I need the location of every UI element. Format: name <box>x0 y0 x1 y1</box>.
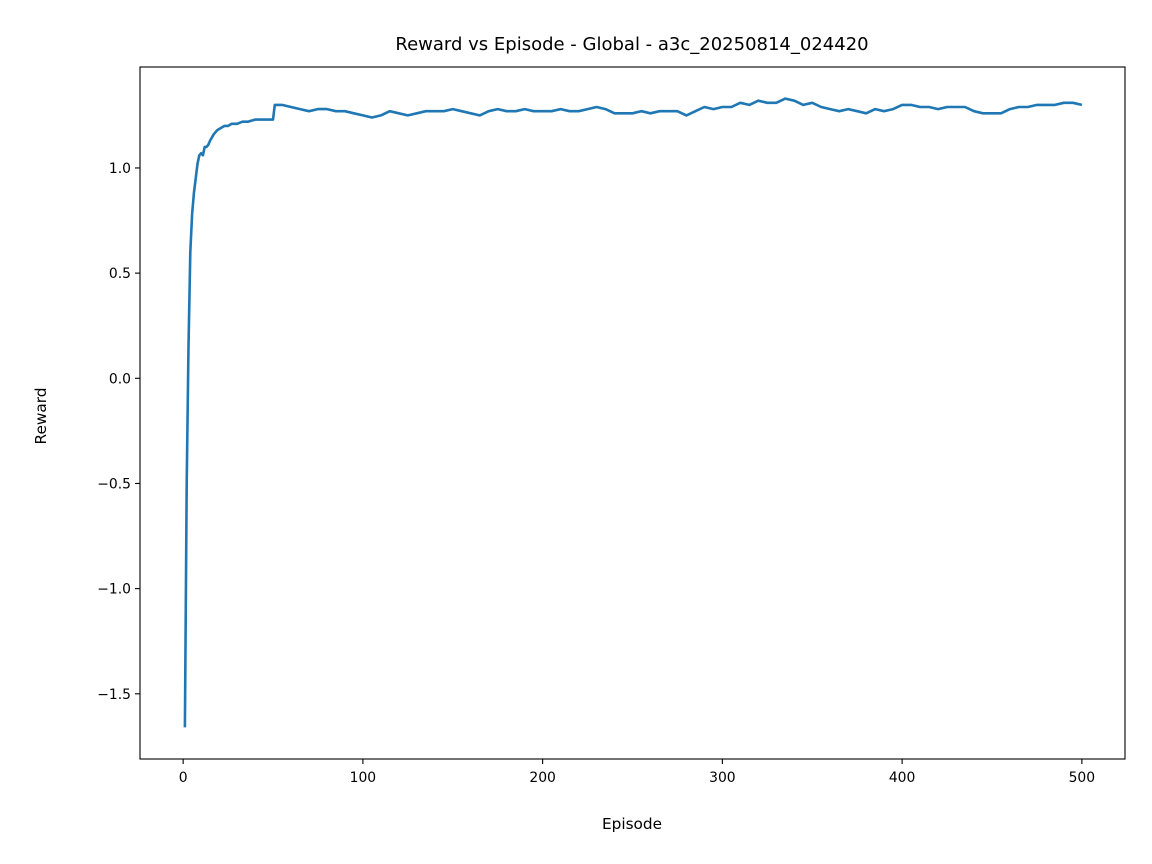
x-tick-label: 400 <box>889 770 916 786</box>
x-tick-label: 300 <box>709 770 736 786</box>
plot-frame <box>139 66 1126 760</box>
x-tick-label: 500 <box>1069 770 1096 786</box>
chart-title: Reward vs Episode - Global - a3c_2025081… <box>395 34 868 55</box>
y-tick-label: −1.0 <box>97 582 131 598</box>
x-tick-label: 200 <box>529 770 556 786</box>
x-tick-label: 100 <box>350 770 377 786</box>
x-tick-label: 0 <box>179 770 188 786</box>
y-tick-label: 1.0 <box>109 161 131 177</box>
y-tick-label: −1.5 <box>97 687 131 703</box>
axis-ticks: 0 100 200 300 400 500 −1.5 −1.0 −0.5 0.0 0.5 1.0 <box>97 161 1095 786</box>
x-axis-label: Episode <box>602 815 662 833</box>
y-axis-label: Reward <box>32 388 50 445</box>
y-tick-label: 0.5 <box>109 266 131 282</box>
reward-series-line <box>183 97 1083 728</box>
y-tick-label: −0.5 <box>97 476 131 492</box>
plot-lines <box>183 97 1083 728</box>
y-tick-label: 0.0 <box>109 371 131 387</box>
